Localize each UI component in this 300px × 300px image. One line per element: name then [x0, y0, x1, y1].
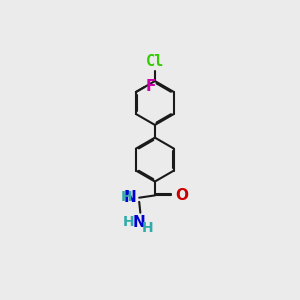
Text: N: N: [133, 214, 146, 230]
Text: Cl: Cl: [146, 55, 164, 70]
Text: H: H: [121, 190, 132, 203]
Text: H: H: [123, 215, 135, 229]
Text: F: F: [146, 80, 156, 94]
Text: H: H: [142, 221, 154, 235]
Text: O: O: [175, 188, 188, 203]
Text: N: N: [124, 190, 136, 205]
